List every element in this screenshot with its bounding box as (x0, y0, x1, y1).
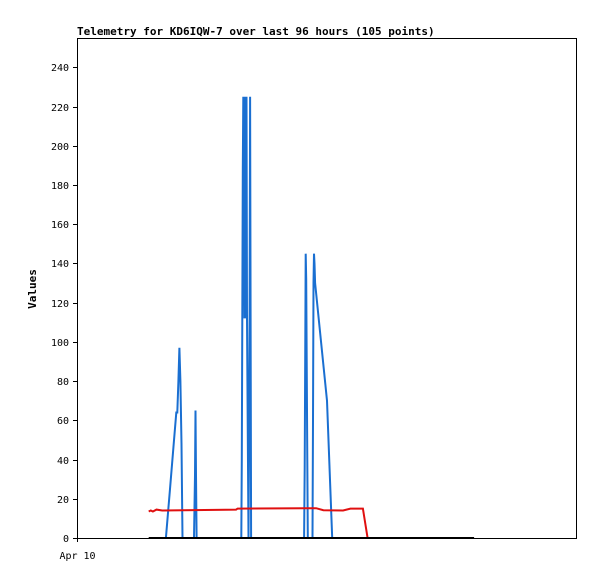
x-axis: Apr 10 (59, 538, 96, 562)
y-tick-label: 140 (51, 259, 69, 270)
x-tick-label: Apr 10 (59, 551, 95, 562)
y-tick-label: 180 (51, 181, 69, 192)
y-axis: 0 20 40 60 80 100 120 140 160 180 200 220 240 (51, 63, 77, 545)
series-layer (148, 96, 475, 539)
y-tick-label: 20 (57, 495, 69, 506)
y-tick-label: 200 (51, 142, 69, 153)
y-tick-label: 120 (51, 299, 69, 310)
series-1-line (162, 96, 334, 539)
y-tick-label: 160 (51, 220, 69, 231)
series-2-line (148, 507, 369, 539)
chart-title: Telemetry for KD6IQW-7 over last 96 hour… (77, 25, 435, 38)
y-tick-label: 220 (51, 103, 69, 114)
y-tick-label: 80 (57, 377, 69, 388)
y-tick-label: 240 (51, 63, 69, 74)
y-tick-label: 0 (63, 534, 69, 545)
y-axis-label: Values (26, 269, 39, 309)
y-tick-label: 100 (51, 338, 69, 349)
plot-area (77, 38, 577, 539)
y-tick-label: 40 (57, 456, 69, 467)
y-tick-label: 60 (57, 416, 69, 427)
